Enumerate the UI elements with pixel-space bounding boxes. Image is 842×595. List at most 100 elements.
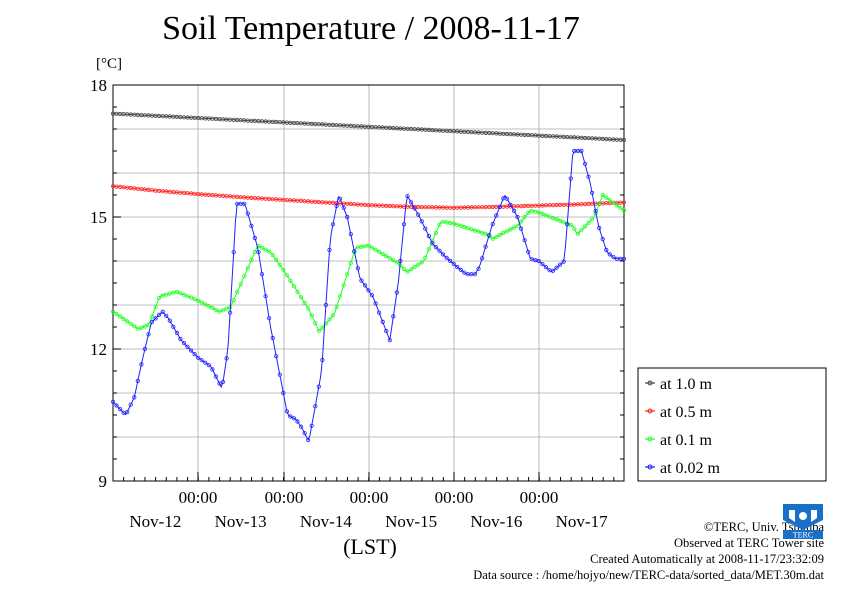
series-point — [352, 249, 357, 254]
series-point — [557, 262, 563, 267]
series-point — [504, 196, 509, 201]
series-point — [288, 278, 293, 283]
series-point — [359, 278, 364, 283]
series-point — [483, 244, 488, 249]
series-point — [298, 424, 304, 429]
series-point — [430, 241, 435, 246]
series-point — [522, 238, 527, 243]
series-point — [288, 414, 293, 419]
series-point — [128, 321, 133, 326]
series-point — [217, 309, 222, 314]
series-point — [579, 148, 584, 154]
series-point — [306, 437, 311, 443]
series-point — [362, 283, 368, 288]
x-tick-time-label: 00:00 — [179, 488, 218, 507]
series-point — [256, 250, 261, 255]
series-point — [316, 384, 321, 389]
series-point — [196, 298, 201, 303]
series-point — [206, 303, 211, 309]
series-point — [419, 260, 424, 265]
series-point — [437, 222, 442, 227]
series-point — [114, 403, 119, 408]
series-point — [543, 213, 549, 218]
series-point — [139, 362, 144, 367]
series-point — [387, 338, 392, 343]
series-point — [472, 228, 478, 233]
series-point — [444, 255, 449, 260]
series-point — [366, 243, 371, 248]
series-point — [330, 222, 336, 227]
series-group — [110, 111, 627, 443]
series-point — [597, 202, 602, 207]
series-point — [192, 296, 197, 302]
chart-title: Soil Temperature / 2008-11-17 — [162, 10, 580, 47]
series-point — [277, 372, 282, 377]
series-point — [607, 252, 612, 257]
series-point — [220, 379, 226, 385]
series-point — [401, 266, 407, 272]
series-point — [494, 213, 499, 218]
series-point — [501, 231, 506, 236]
series-point — [135, 378, 140, 383]
series-at-0-02-m — [110, 148, 627, 443]
series-point — [231, 297, 236, 303]
series-point — [185, 344, 190, 349]
series-point — [621, 208, 627, 213]
series-point — [426, 247, 431, 252]
series-point — [384, 328, 389, 334]
series-point — [412, 264, 417, 270]
series-point — [252, 235, 257, 241]
series-point — [561, 259, 566, 264]
series-point — [174, 330, 179, 335]
series-point — [557, 218, 563, 223]
series-point — [160, 309, 165, 314]
copyright-text: ©TERC, Univ. Tsukuba — [703, 520, 824, 534]
series-point — [320, 357, 325, 363]
y-tick-label: 18 — [90, 76, 107, 95]
x-tick-date-label: Nov-16 — [470, 512, 522, 531]
series-point — [458, 223, 463, 228]
legend-swatch-marker — [647, 436, 653, 442]
series-point — [575, 231, 581, 236]
series-point — [327, 317, 332, 322]
series-line — [112, 194, 625, 332]
series-point — [561, 220, 566, 225]
series-point — [550, 216, 556, 221]
series-point — [554, 217, 559, 222]
series-point — [146, 332, 151, 337]
legend-label: at 1.0 m — [660, 376, 713, 393]
series-point — [220, 308, 226, 313]
series-point — [118, 406, 123, 412]
x-tick-time-label: 00:00 — [265, 488, 304, 507]
series-point — [224, 306, 229, 311]
series-point — [327, 247, 332, 253]
series-point — [526, 210, 531, 216]
series-point — [330, 313, 336, 318]
series-point — [479, 256, 485, 261]
series-point — [597, 225, 602, 231]
series-point — [433, 230, 438, 236]
series-point — [334, 305, 339, 310]
legend-box — [637, 367, 827, 482]
plot-frame — [112, 84, 625, 482]
series-at-1-0-m — [110, 111, 627, 143]
series-point — [490, 222, 495, 227]
series-point — [249, 223, 254, 228]
series-point — [313, 404, 318, 409]
series-point — [408, 200, 414, 205]
series-point — [149, 314, 155, 319]
legend: at 1.0 m at 0.5 m at 0.1 m at 0.02 m — [637, 367, 827, 482]
series-point — [291, 416, 297, 421]
series-point — [391, 258, 396, 263]
legend-swatch-marker — [647, 380, 653, 386]
series-point — [341, 283, 346, 288]
series-point — [157, 295, 162, 301]
legend-swatch-marker — [647, 408, 653, 414]
series-point — [376, 310, 382, 315]
series-point — [313, 320, 318, 326]
series-point — [192, 351, 197, 357]
series-point — [529, 208, 534, 213]
series-point — [611, 255, 616, 260]
x-tick-date-label: Nov-14 — [300, 512, 352, 531]
x-axis-ticks: 00:00 00:00 00:00 00:00 00:00 Nov-12 Nov-13 Nov… — [112, 472, 615, 531]
